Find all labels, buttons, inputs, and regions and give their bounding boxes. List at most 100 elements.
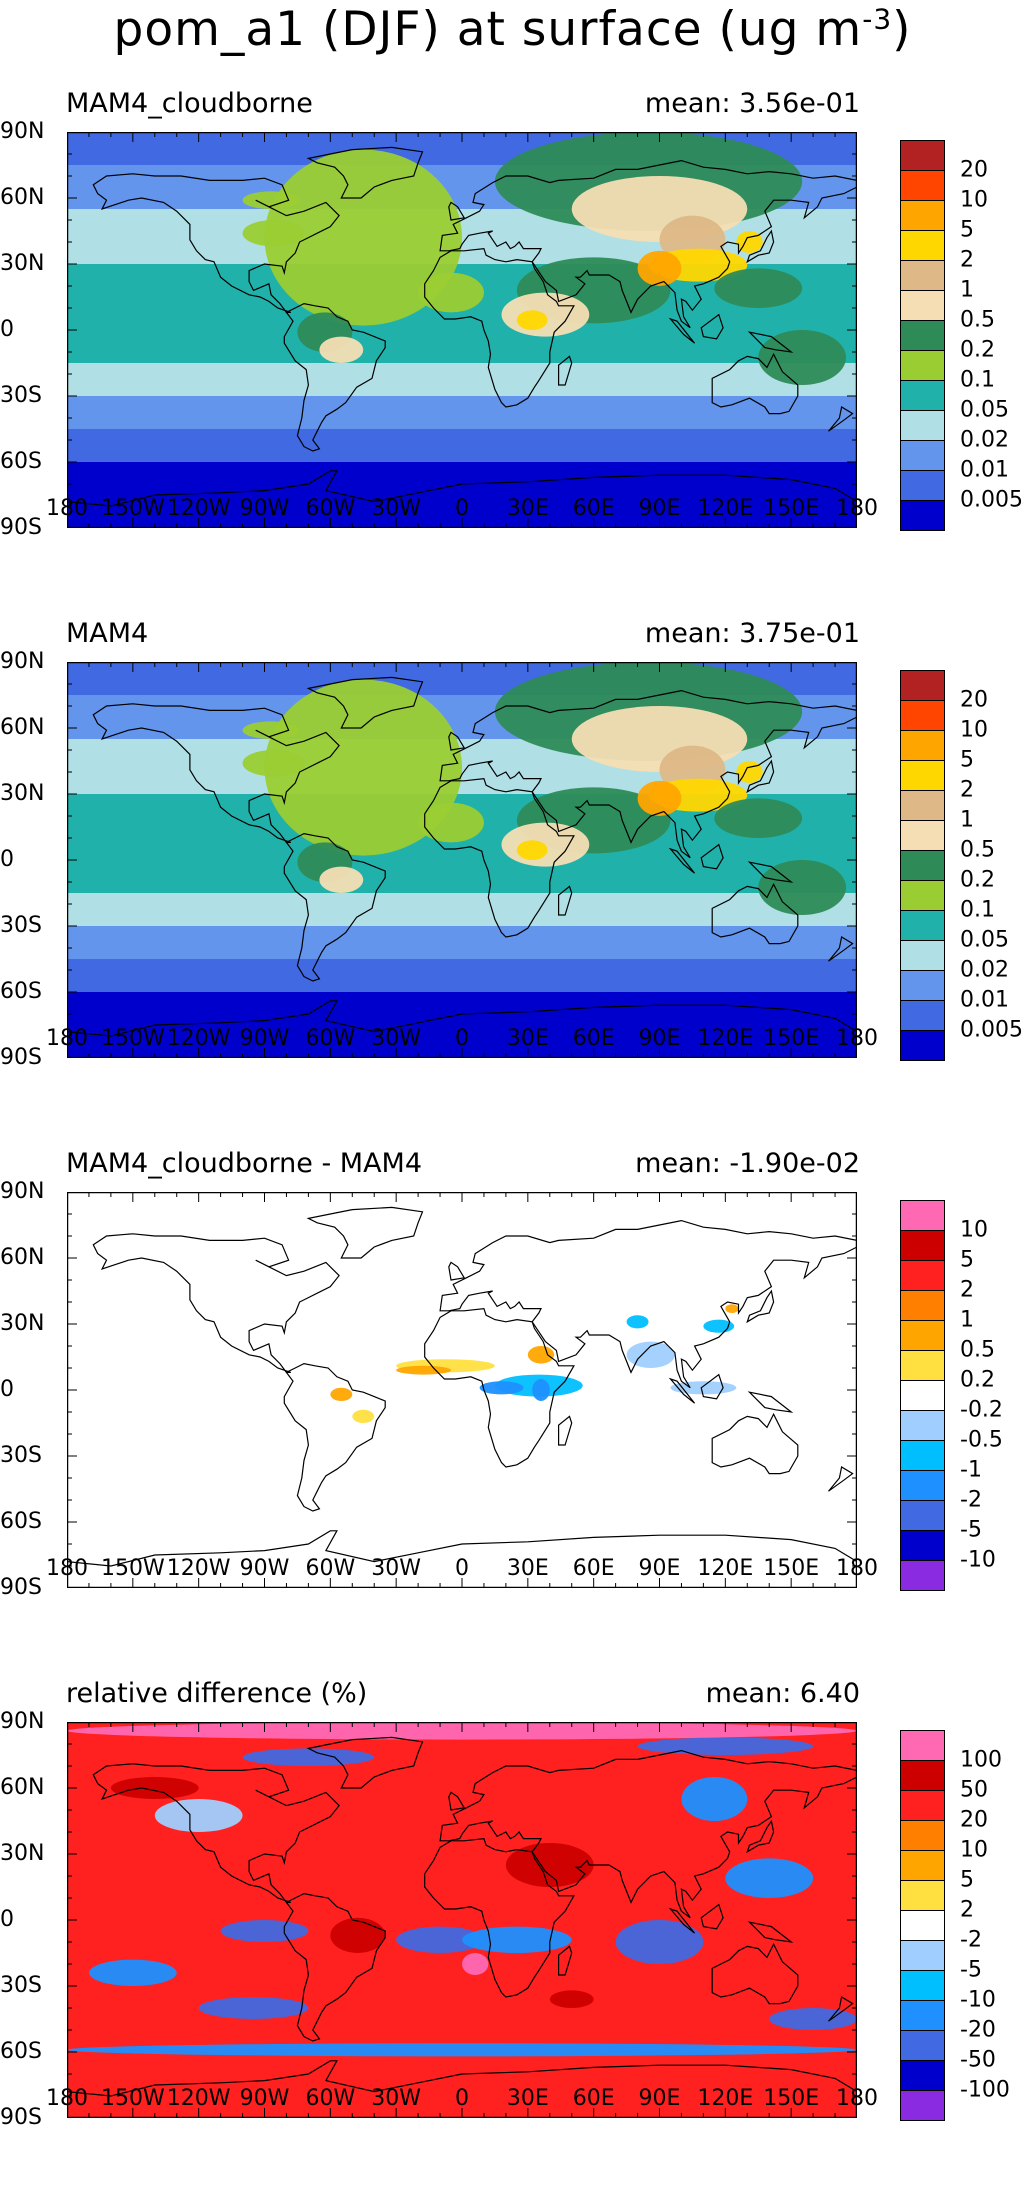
australia-outline	[711, 882, 799, 945]
field-band	[67, 992, 857, 1058]
colorbar-label: 5	[960, 747, 974, 773]
lon-label: 0	[455, 1026, 469, 1051]
lat-label: 60N	[0, 715, 45, 740]
colorbar-swatch	[900, 1470, 945, 1501]
new-guinea-outline	[747, 1391, 794, 1413]
colorbar-label: 1	[960, 277, 974, 303]
lon-label: 120E	[697, 1026, 754, 1051]
field-region	[670, 1381, 737, 1395]
colorbar-swatch	[900, 1350, 945, 1381]
field-region	[319, 336, 364, 363]
colorbar-swatch	[900, 320, 945, 351]
colorbar-swatch	[900, 1320, 945, 1351]
south-america-outline	[283, 1362, 386, 1512]
lon-label: 180	[46, 1026, 88, 1051]
lon-label: 60W	[305, 1556, 356, 1581]
colorbar-swatch	[900, 1820, 945, 1851]
colorbar-swatch	[900, 850, 945, 881]
panel-title: MAM4_cloudborne - MAM4	[66, 1148, 423, 1179]
field-region	[418, 272, 484, 313]
lon-label: 120W	[166, 496, 231, 521]
japan-outline	[746, 229, 775, 264]
lon-label: 150W	[100, 1556, 165, 1581]
field-band	[67, 429, 857, 462]
colorbar-swatch	[900, 1000, 945, 1031]
colorbar-label: 1	[960, 1307, 974, 1333]
panel-mean: mean: -1.90e-02	[635, 1148, 860, 1179]
japan-outline	[746, 1289, 775, 1324]
colorbar-swatch	[900, 1030, 945, 1061]
lon-label: 150E	[763, 496, 820, 521]
lon-label: 120W	[166, 1026, 231, 1051]
greenland-outline	[306, 676, 424, 729]
sumatra-outline	[668, 317, 696, 344]
borneo-outline	[700, 1373, 724, 1400]
field-region	[110, 1777, 199, 1799]
colorbar-swatch	[900, 200, 945, 231]
panel-title: MAM4_cloudborne	[66, 88, 313, 119]
australia-outline	[711, 352, 799, 415]
field-region	[681, 1777, 748, 1821]
colorbar-label: 10	[960, 1217, 988, 1243]
europe-asia-outline	[439, 1749, 857, 1919]
field-region	[242, 750, 304, 777]
lon-label: 180	[46, 496, 88, 521]
colorbar-swatch	[900, 1260, 945, 1291]
lat-label: 90S	[0, 1575, 42, 1600]
panel-title: MAM4	[66, 618, 149, 649]
field-region	[220, 1920, 309, 1942]
lat-label: 90S	[0, 2105, 42, 2130]
new-zealand-outline	[828, 936, 854, 962]
new-zealand-outline	[828, 406, 854, 432]
colorbar-label: -5	[960, 1957, 982, 1983]
field-region	[769, 2008, 857, 2030]
colorbar-swatch	[900, 970, 945, 1001]
lon-label: 0	[455, 1556, 469, 1581]
field-region	[714, 268, 803, 308]
lat-label: 90N	[0, 119, 45, 144]
uk-outline	[448, 201, 466, 221]
colorbar-label: 0.2	[960, 337, 995, 363]
lat-label: 60S	[0, 1509, 42, 1534]
lat-label: 30S	[0, 1443, 42, 1468]
field-region	[714, 798, 803, 838]
field-region	[462, 1953, 489, 1975]
colorbar-swatch	[900, 1200, 945, 1231]
colorbar-label: 1	[960, 807, 974, 833]
field-region	[242, 191, 300, 209]
colorbar-swatch	[900, 1880, 945, 1911]
new-guinea-outline	[747, 861, 794, 883]
panel-mam4: MAM4 mean: 3.75e-01 90N 60N 30N 0 30S 60S 90S 1…	[0, 618, 1025, 1138]
lat-label: 30S	[0, 383, 42, 408]
colorbar-label: 20	[960, 687, 988, 713]
colorbar-label: 2	[960, 1897, 974, 1923]
lon-label: 150E	[763, 2086, 820, 2111]
map-1	[67, 662, 857, 1058]
lon-label: 180	[836, 1556, 878, 1581]
lon-label: 30E	[506, 1026, 549, 1051]
colorbar-swatch	[900, 1440, 945, 1471]
map-2	[67, 1192, 857, 1588]
north-america-outline	[92, 703, 340, 843]
field-region	[549, 1990, 594, 2008]
lon-label: 120W	[166, 2086, 231, 2111]
lat-label: 60S	[0, 2039, 42, 2064]
lat-label: 30N	[0, 1311, 45, 1336]
colorbar-swatch	[900, 1560, 945, 1591]
lat-label: 0	[0, 1377, 14, 1402]
field-band	[67, 462, 857, 528]
field-region	[532, 1379, 550, 1401]
colorbar-swatch	[900, 290, 945, 321]
panel-mean: mean: 3.56e-01	[644, 88, 860, 119]
colorbar-swatch	[900, 170, 945, 201]
colorbar-label: 2	[960, 1277, 974, 1303]
lon-label: 90E	[638, 496, 681, 521]
lon-label: 30E	[506, 1556, 549, 1581]
field-region	[319, 866, 364, 893]
lon-label: 180	[46, 2086, 88, 2111]
lat-label: 90N	[0, 1179, 45, 1204]
colorbar-label: 0.2	[960, 867, 995, 893]
field-region	[67, 2043, 857, 2057]
lon-label-row: 180 150W 120W 90W 60W 30W 0 30E 60E 90E 120E 150E 18…	[0, 1556, 1025, 1586]
colorbar-swatch	[900, 1230, 945, 1261]
